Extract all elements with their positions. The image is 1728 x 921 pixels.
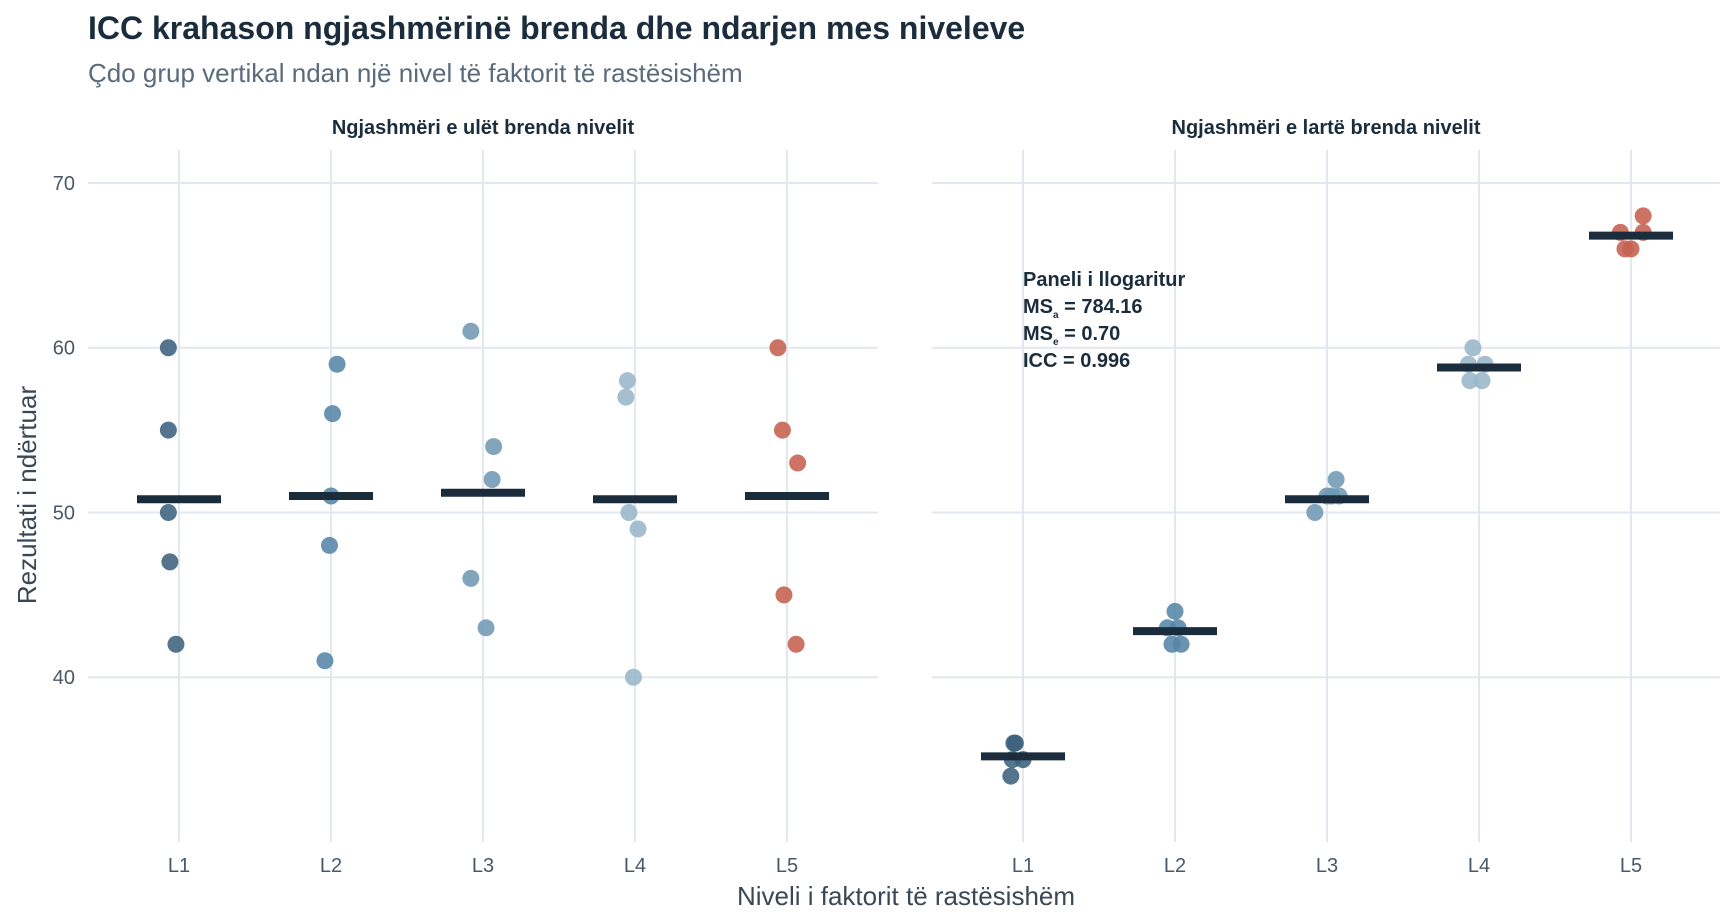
x-tick-label: L2 <box>1164 855 1186 877</box>
x-axis-label: Niveli i faktorit të rastësishëm <box>737 881 1075 911</box>
data-point <box>159 339 177 357</box>
data-point <box>789 454 807 472</box>
data-point <box>1306 503 1324 521</box>
data-point <box>477 619 495 637</box>
y-tick-label: 40 <box>53 667 75 689</box>
y-tick-label: 50 <box>53 502 75 524</box>
data-point <box>787 635 805 653</box>
data-point <box>485 438 503 456</box>
data-point <box>624 668 642 686</box>
data-point <box>617 388 635 406</box>
data-point <box>1006 734 1024 752</box>
annotation-ms-a: MSa = 784.16 <box>1023 296 1143 321</box>
data-point <box>320 536 338 554</box>
panel-2: Ngjashmëri e lartë brenda nivelit L1 L2 L3 L… <box>932 117 1720 877</box>
annotation-icc: ICC = 0.996 <box>1023 350 1130 372</box>
facet-title: Ngjashmëri e ulët brenda nivelit <box>332 117 635 139</box>
x-tick-label: L4 <box>624 855 646 877</box>
data-point <box>167 635 185 653</box>
facet-title: Ngjashmëri e lartë brenda nivelit <box>1172 117 1481 139</box>
y-tick-label: 60 <box>53 338 75 360</box>
x-tick-label: L2 <box>320 855 342 877</box>
data-point <box>1172 635 1190 653</box>
data-point <box>462 322 480 340</box>
data-point <box>462 569 480 587</box>
data-point <box>775 586 793 604</box>
chart-title: ICC krahason ngjashmërinë brenda dhe nda… <box>88 10 1025 46</box>
annotation-ms-e: MSe = 0.70 <box>1023 323 1120 348</box>
data-point <box>324 405 342 423</box>
data-point <box>769 339 787 357</box>
data-point <box>1464 339 1482 357</box>
x-tick-label: L1 <box>1012 855 1034 877</box>
data-point <box>316 652 334 670</box>
data-point <box>1473 372 1491 390</box>
x-tick-label: L3 <box>472 855 494 877</box>
panel-1: Ngjashmëri e ulët brenda nivelit 40 50 60 70… <box>53 117 878 877</box>
x-tick-label: L5 <box>776 855 798 877</box>
data-point <box>1461 372 1479 390</box>
data-point <box>159 503 177 521</box>
data-point <box>1002 767 1020 785</box>
panels-layer: Ngjashmëri e ulët brenda nivelit 40 50 60 70… <box>53 117 1720 877</box>
data-point <box>1622 240 1640 258</box>
data-point <box>1166 602 1184 620</box>
data-point <box>161 553 179 571</box>
data-point <box>618 372 636 390</box>
x-tick-label: L1 <box>168 855 190 877</box>
data-point <box>483 471 501 489</box>
data-point <box>328 355 346 373</box>
data-point <box>159 421 177 439</box>
y-axis-label: Rezultati i ndërtuar <box>12 386 42 605</box>
data-point <box>1327 471 1345 489</box>
y-tick-label: 70 <box>53 173 75 195</box>
annotation-heading: Paneli i llogaritur <box>1023 269 1185 291</box>
x-tick-label: L3 <box>1316 855 1338 877</box>
data-point <box>1634 207 1652 225</box>
data-point <box>629 520 647 538</box>
data-point <box>620 503 638 521</box>
data-point <box>773 421 791 439</box>
x-tick-label: L5 <box>1620 855 1642 877</box>
x-tick-label: L4 <box>1468 855 1490 877</box>
chart-subtitle: Çdo grup vertikal ndan një nivel të fakt… <box>88 58 743 88</box>
